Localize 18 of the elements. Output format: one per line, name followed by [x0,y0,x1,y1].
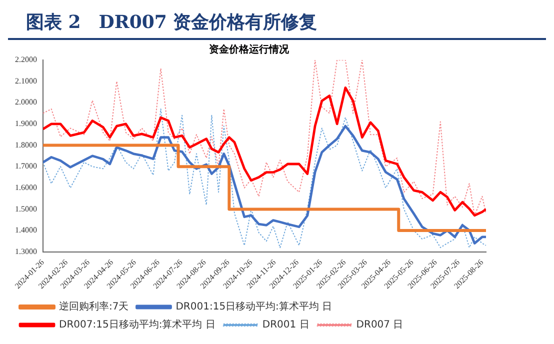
legend-label: DR007 日 [356,320,404,331]
legend-label: DR001 日 [262,320,310,331]
y-tick-label: 1.8000 [15,140,37,150]
y-tick-label: 1.7000 [15,162,37,171]
legend-label: DR001:15日移动平均:算术平均 日 [176,300,332,313]
y-tick-label: 1.4000 [15,226,37,235]
line-series [43,60,486,216]
y-tick-label: 1.6000 [15,182,37,192]
chart-subtitle: 资金价格运行情况 [209,44,290,56]
legend-label: 逆回购利率:7天 [59,300,129,313]
y-tick-label: 2.0000 [15,98,37,107]
y-tick-label: 1.9000 [15,119,37,128]
y-tick-label: 2.1000 [15,76,37,86]
y-tick-label: 1.3000 [15,246,37,256]
y-tick-label: 2.2000 [15,55,37,64]
y-tick-label: 1.5000 [15,204,37,214]
legend-label: DR007:15日移动平均:算术平均 日 [59,318,216,331]
chart-title: 图表 2 DR007 资金价格有所修复 [8,8,546,40]
